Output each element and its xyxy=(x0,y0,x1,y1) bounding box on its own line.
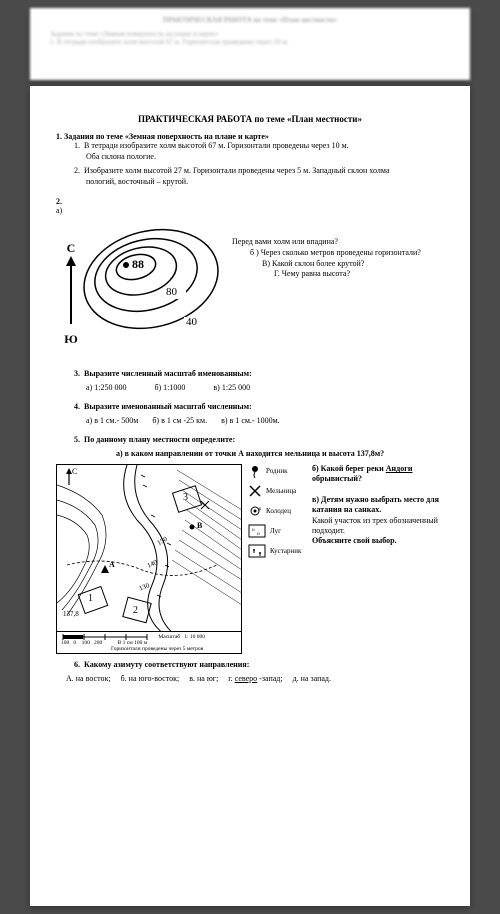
s5-b-river: Андоги xyxy=(386,464,413,473)
legend-meadow: ıııı Луг xyxy=(248,524,306,538)
s5-c2: Какой участок из трех обозначенный подхо… xyxy=(312,516,444,537)
legend-shrub: Кустарник xyxy=(248,544,306,558)
map-h137: 137,8 xyxy=(63,610,79,618)
map-compass-c: С xyxy=(72,467,77,476)
s1-t1a: 1. В тетради изобразите холм высотой 67 … xyxy=(56,141,444,151)
s2-a: а) xyxy=(56,206,444,215)
s1-t2b: пологий, восточный – крутой. xyxy=(56,177,444,187)
svg-text:ıı: ıı xyxy=(252,528,255,533)
faded-l3: 1. В тетради изобразите холм высотой 67 … xyxy=(50,38,450,46)
map-legend: Родник Мельница к Колодец ıııı Луг Куста… xyxy=(248,464,306,654)
s3-c: в) 1:25 000 xyxy=(213,383,250,392)
contour-40: 40 xyxy=(186,316,197,328)
s6-heading: 6. Какому азимуту соответствуют направле… xyxy=(56,660,444,670)
s2-qc: В) Какой склон более крутой? xyxy=(232,259,444,270)
legend-mill: Мельница xyxy=(248,484,306,498)
scale-bar-icon xyxy=(61,634,151,640)
section-4: 4. Выразите именованный масштаб численны… xyxy=(56,402,444,425)
legend-well-label: Колодец xyxy=(266,507,291,515)
s5-heading: 5. По данному плану местности определите… xyxy=(56,435,444,445)
s4-c: в) в 1 см.- 1000м. xyxy=(221,416,280,425)
section-1: 1. Задания по теме «Земная поверхность н… xyxy=(56,132,444,187)
contour-lines-icon xyxy=(56,219,226,359)
map-B: В xyxy=(197,521,202,530)
s4-opts: а) в 1 см.- 500м б) в 1 см -25 км. в) в … xyxy=(56,416,444,425)
map-svg xyxy=(57,465,243,635)
spring-icon xyxy=(248,464,262,478)
s3-a: а) 1:250 000 xyxy=(86,383,126,392)
contour-diagram: С Ю 88 xyxy=(56,219,226,359)
mill-icon xyxy=(248,484,262,498)
s3-heading: 3. Выразите численный масштаб именованны… xyxy=(56,369,444,379)
s5-right-text: б) Какой берег реки Андоги обрывистый? в… xyxy=(312,464,444,654)
s5-b-post: обрывистый? xyxy=(312,474,362,483)
s2-qb: б ) Через сколько метров проведены гориз… xyxy=(232,248,444,259)
s4-heading: 4. Выразите именованный масштаб численны… xyxy=(56,402,444,412)
s1-t1b: Оба склона пологие. xyxy=(56,152,444,162)
s6-e: д. на запад. xyxy=(293,674,331,683)
s2-qa: Перед вами холм или впадина? xyxy=(232,237,444,248)
map-r1: 1 xyxy=(88,593,93,604)
s1-t2a: 2. Изобразите холм высотой 27 м. Горизон… xyxy=(56,166,444,176)
s4-b: б) в 1 см -25 км. xyxy=(152,416,207,425)
scale-m: Масштаб 1: 10 000 xyxy=(158,634,205,640)
s5-c1: в) Детям нужно выбрать место для катания… xyxy=(312,495,444,516)
s2-num: 2. xyxy=(56,197,444,206)
s2-questions: Перед вами холм или впадина? б ) Через с… xyxy=(226,219,444,280)
scale-h: Горизонтали проведены через 5 метров xyxy=(111,646,203,652)
map-A: А xyxy=(109,560,115,569)
legend-meadow-label: Луг xyxy=(270,527,281,535)
svg-text:ıı: ıı xyxy=(257,532,260,537)
s6-d-post: -запад; xyxy=(257,674,282,683)
prev-page-peek: ПРАКТИЧЕСКАЯ РАБОТА по теме «План местно… xyxy=(30,8,470,80)
s3-b: б) 1:1000 xyxy=(154,383,185,392)
faded-title: ПРАКТИЧЕСКАЯ РАБОТА по теме «План местно… xyxy=(50,16,450,24)
main-page: ПРАКТИЧЕСКАЯ РАБОТА по теме «План местно… xyxy=(30,86,470,906)
s6-d-u: северо xyxy=(235,674,257,683)
legend-well: к Колодец xyxy=(248,504,306,518)
legend-shrub-label: Кустарник xyxy=(270,547,301,555)
section-2: 2. а) С Ю xyxy=(56,197,444,359)
contour-80: 80 xyxy=(166,286,177,298)
page-title: ПРАКТИЧЕСКАЯ РАБОТА по теме «План местно… xyxy=(56,114,444,124)
s6-answers: А. на восток; б. на юго-восток; в. на юг… xyxy=(56,674,444,683)
s1-heading: 1. Задания по теме «Земная поверхность н… xyxy=(56,132,444,141)
map-r2: 2 xyxy=(133,605,138,616)
s2-qd: Г. Чему равна высота? xyxy=(232,269,444,280)
s3-opts: а) 1:250 000 б) 1:1000 в) 1:25 000 xyxy=(56,383,444,392)
s6-a: А. на восток; xyxy=(66,674,111,683)
scale-nums: 100 0 100 200 xyxy=(61,640,102,646)
s5-c3: Объясните свой выбор. xyxy=(312,536,444,546)
legend-spring: Родник xyxy=(248,464,306,478)
section-6: 6. Какому азимуту соответствуют направле… xyxy=(56,660,444,683)
peak-label: 88 xyxy=(132,257,144,272)
map-r3: 3 xyxy=(183,492,188,503)
s6-b: б. на юго-восток; xyxy=(121,674,180,683)
well-icon: к xyxy=(248,504,262,518)
section-3: 3. Выразите численный масштаб именованны… xyxy=(56,369,444,392)
section-5: 5. По данному плану местности определите… xyxy=(56,435,444,654)
s5-a: а) в каком направлении от точки А находи… xyxy=(56,449,444,458)
s5-b-pre: б) Какой берег реки xyxy=(312,464,386,473)
s6-c: в. на юг; xyxy=(189,674,218,683)
svg-text:к: к xyxy=(259,507,262,512)
terrain-map: С 150 140 130 137,8 А В 1 2 3 xyxy=(56,464,242,654)
s5-b: б) Какой берег реки Андоги обрывистый? xyxy=(312,464,444,485)
legend-mill-label: Мельница xyxy=(266,487,296,495)
s5-c1-text: в) Детям нужно выбрать место для катания… xyxy=(312,495,439,514)
faded-l2: Задания по теме «Земная поверхность на п… xyxy=(50,30,450,38)
shrub-icon xyxy=(248,544,266,558)
s6-d: г. северо -запад; xyxy=(228,674,282,683)
meadow-icon: ıııı xyxy=(248,524,266,538)
legend-spring-label: Родник xyxy=(266,467,287,475)
s4-a: а) в 1 см.- 500м xyxy=(86,416,138,425)
